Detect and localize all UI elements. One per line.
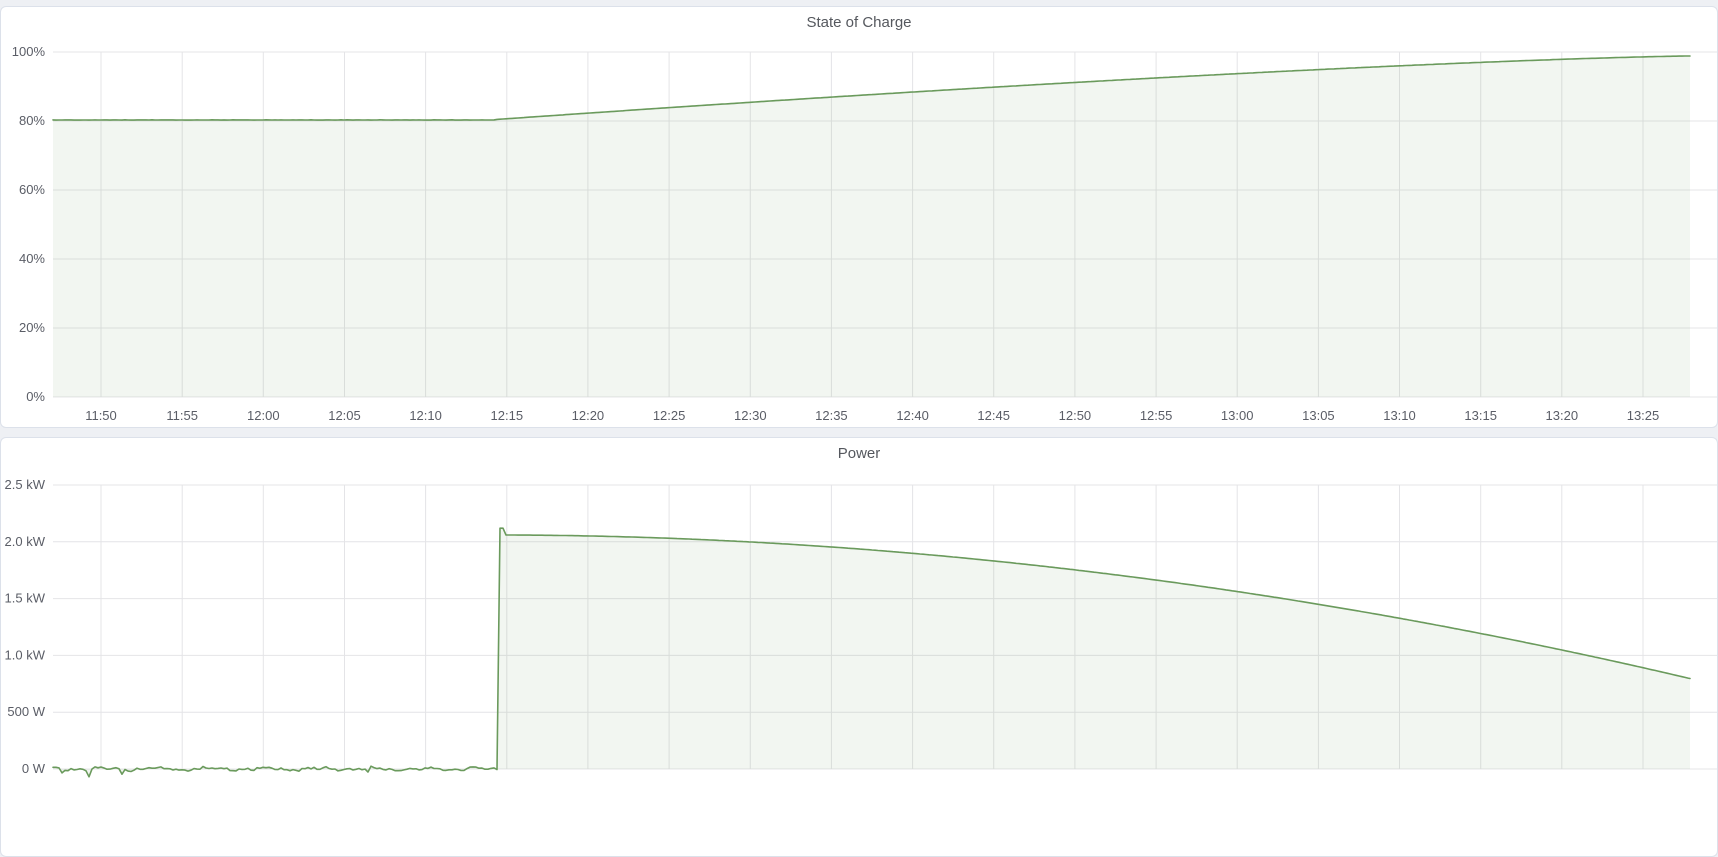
svg-text:13:00: 13:00 [1221,408,1254,423]
svg-text:12:45: 12:45 [977,408,1010,423]
svg-text:13:05: 13:05 [1302,408,1335,423]
svg-text:500 W: 500 W [7,704,45,719]
svg-text:12:20: 12:20 [572,408,605,423]
svg-text:12:05: 12:05 [328,408,361,423]
svg-text:13:20: 13:20 [1546,408,1579,423]
svg-text:13:25: 13:25 [1627,408,1660,423]
svg-text:0 W: 0 W [22,761,46,776]
svg-text:12:40: 12:40 [896,408,929,423]
svg-text:2.0 kW: 2.0 kW [5,534,46,549]
svg-text:80%: 80% [19,113,45,128]
svg-text:100%: 100% [12,44,46,59]
svg-text:20%: 20% [19,320,45,335]
svg-text:13:15: 13:15 [1464,408,1497,423]
svg-text:12:00: 12:00 [247,408,280,423]
svg-text:12:35: 12:35 [815,408,848,423]
svg-text:12:50: 12:50 [1059,408,1092,423]
svg-text:60%: 60% [19,182,45,197]
svg-text:11:50: 11:50 [85,408,117,423]
svg-text:11:55: 11:55 [166,408,198,423]
svg-text:12:15: 12:15 [491,408,524,423]
svg-text:1.5 kW: 1.5 kW [5,591,46,606]
svg-text:12:10: 12:10 [409,408,442,423]
svg-text:0%: 0% [26,389,45,404]
svg-text:2.5 kW: 2.5 kW [5,477,46,492]
svg-text:1.0 kW: 1.0 kW [5,647,46,662]
svg-text:13:10: 13:10 [1383,408,1416,423]
svg-text:40%: 40% [19,251,45,266]
svg-text:12:55: 12:55 [1140,408,1173,423]
svg-text:12:25: 12:25 [653,408,686,423]
svg-text:12:30: 12:30 [734,408,767,423]
